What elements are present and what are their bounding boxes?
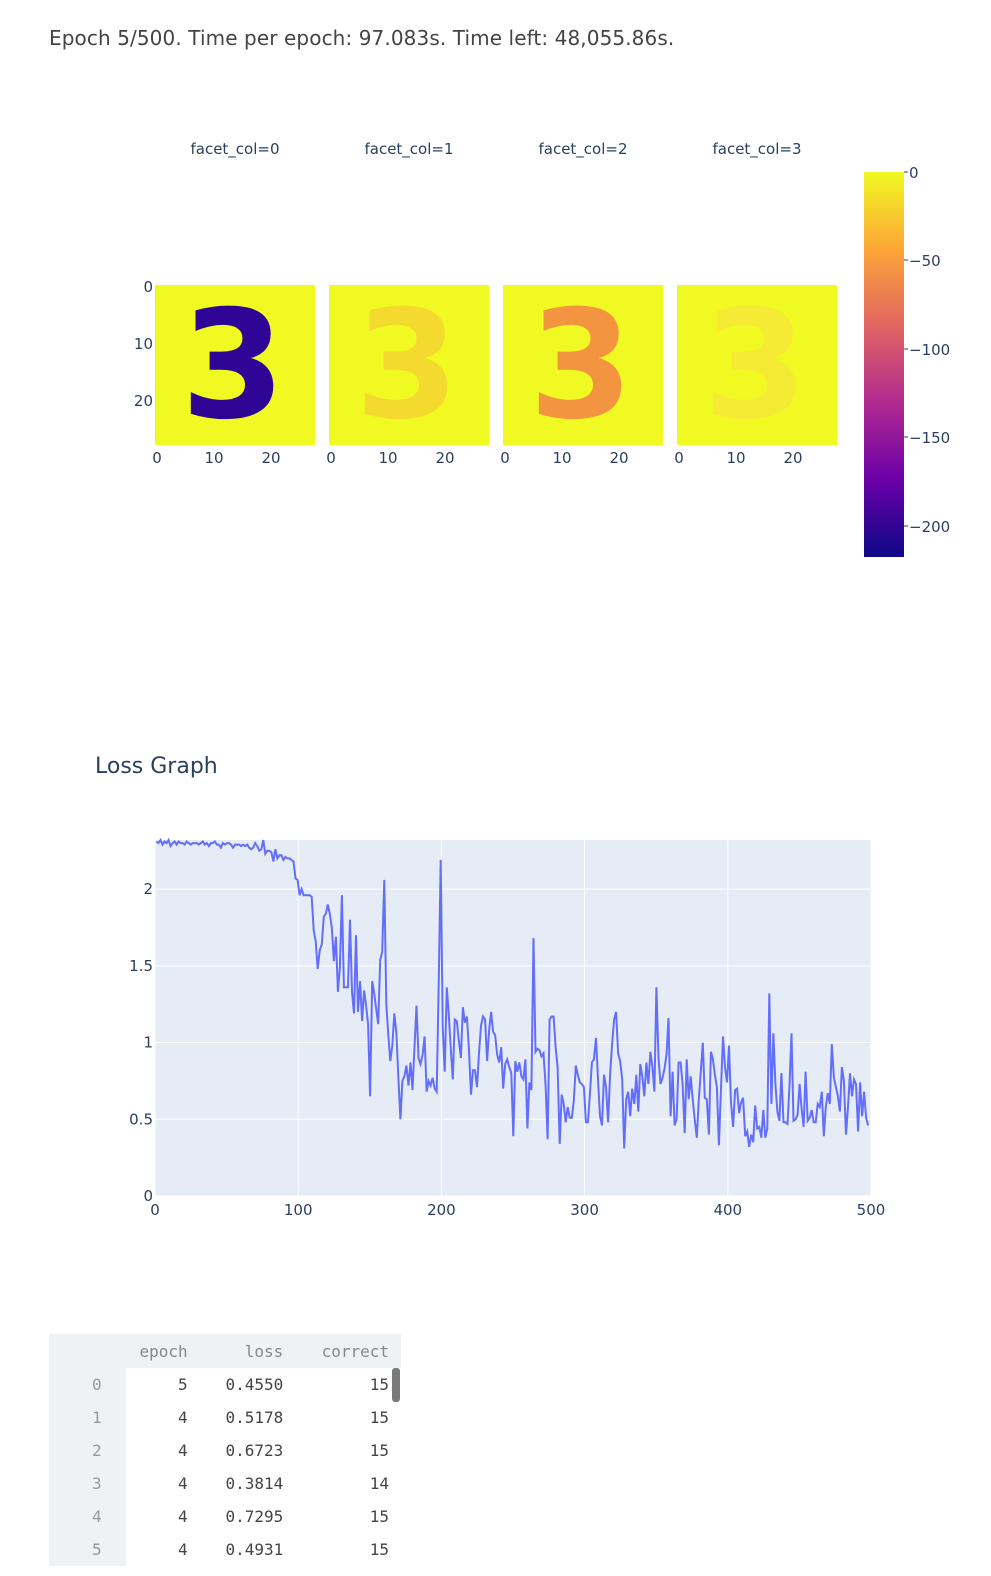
facet-title: facet_col=3	[712, 140, 801, 159]
loss-x-tick-label: 200	[427, 1201, 456, 1219]
loss-x-tick-label: 100	[284, 1201, 313, 1219]
colorbar-tick-label: −100	[909, 341, 950, 359]
facet-y-tick-label: 10	[134, 335, 153, 353]
row-index: 0	[49, 1368, 126, 1401]
table-scrollbar[interactable]	[392, 1368, 400, 1402]
facet-heatmap-panel	[155, 285, 315, 445]
cell-loss: 0.6723	[199, 1434, 296, 1467]
cell-correct: 15	[295, 1401, 401, 1434]
facet-heatmap-panel	[503, 285, 663, 445]
loss-plot-area	[155, 840, 871, 1196]
cell-epoch: 5	[125, 1368, 200, 1401]
facet-title: facet_col=2	[538, 140, 627, 159]
index-header	[49, 1334, 126, 1368]
loss-graph-title: Loss Graph	[95, 754, 218, 779]
facet-x-tick-label: 20	[609, 449, 628, 467]
loss-series-line	[155, 837, 870, 1149]
row-index: 1	[49, 1401, 126, 1434]
cell-loss: 0.3814	[199, 1467, 296, 1500]
cell-loss: 0.5178	[199, 1401, 296, 1434]
facet-digit-glyph: 3	[355, 279, 459, 453]
facet-heatmap-panel	[329, 285, 489, 445]
colorbar	[864, 172, 904, 557]
cell-correct: 15	[295, 1500, 401, 1533]
row-index: 2	[49, 1434, 126, 1467]
facet-x-tick-label: 10	[726, 449, 745, 467]
cell-epoch: 4	[125, 1401, 200, 1434]
results-table: epoch loss correct 0 5 0.4550 15 1 4 0.5…	[49, 1334, 401, 1566]
table-row: 3 4 0.3814 14	[49, 1467, 401, 1500]
row-index: 5	[49, 1533, 126, 1566]
table-row: 5 4 0.4931 15	[49, 1533, 401, 1566]
loss-x-tick-label: 0	[150, 1201, 160, 1219]
loss-y-tick-label: 0.5	[129, 1110, 153, 1128]
loss-x-tick-label: 300	[570, 1201, 599, 1219]
colorbar-tick-label: −200	[909, 518, 950, 536]
cell-epoch: 4	[125, 1467, 200, 1500]
cell-loss: 0.4931	[199, 1533, 296, 1566]
loss-x-tick-label: 500	[857, 1201, 886, 1219]
loss-graph-figure: Loss Graph 0 100 200 300 400 500 0 0.5 1 1.5 2	[95, 754, 886, 1219]
cell-correct: 15	[295, 1434, 401, 1467]
table-header-row: epoch loss correct	[49, 1334, 401, 1368]
column-header-epoch[interactable]: epoch	[125, 1334, 200, 1368]
colorbar-tick-label: −50	[909, 252, 941, 270]
facet-digit-glyph: 3	[703, 279, 807, 453]
facet-x-tick-label: 10	[378, 449, 397, 467]
colorbar-tick-label: 0	[909, 164, 919, 182]
facet-title: facet_col=0	[190, 140, 279, 159]
loss-y-tick-label: 1	[143, 1034, 153, 1052]
cell-loss: 0.4550	[199, 1368, 296, 1401]
facet-x-tick-label: 20	[435, 449, 454, 467]
facet-y-tick-label: 0	[143, 278, 153, 296]
facet-x-tick-label: 10	[552, 449, 571, 467]
facet-x-tick-label: 0	[500, 449, 510, 467]
loss-y-tick-label: 2	[143, 880, 153, 898]
cell-epoch: 4	[125, 1533, 200, 1566]
table-row: 0 5 0.4550 15	[49, 1368, 401, 1401]
table-row: 4 4 0.7295 15	[49, 1500, 401, 1533]
facet-heatmap-panel	[677, 285, 837, 445]
facet-x-tick-label: 0	[326, 449, 336, 467]
column-header-loss[interactable]: loss	[199, 1334, 296, 1368]
row-index: 4	[49, 1500, 126, 1533]
facet-digit-glyph: 3	[181, 279, 285, 453]
facet-y-tick-label: 20	[134, 392, 153, 410]
results-table-container: epoch loss correct 0 5 0.4550 15 1 4 0.5…	[49, 1334, 401, 1566]
cell-epoch: 4	[125, 1500, 200, 1533]
cell-correct: 15	[295, 1368, 401, 1401]
colorbar-tick-label: −150	[909, 429, 950, 447]
facet-x-tick-label: 0	[674, 449, 684, 467]
facet-digit-glyph: 3	[529, 279, 633, 453]
facet-x-tick-label: 0	[152, 449, 162, 467]
facet-x-tick-label: 20	[783, 449, 802, 467]
loss-y-tick-label: 0	[143, 1187, 153, 1205]
cell-correct: 15	[295, 1533, 401, 1566]
loss-x-tick-label: 400	[713, 1201, 742, 1219]
row-index: 3	[49, 1467, 126, 1500]
facet-title: facet_col=1	[364, 140, 453, 159]
facet-x-tick-label: 10	[204, 449, 223, 467]
column-header-correct[interactable]: correct	[295, 1334, 401, 1368]
table-row: 1 4 0.5178 15	[49, 1401, 401, 1434]
facet-heatmap-figure: facet_col=0 3 0 10 20 0 10 20 facet_col=1 3 0 10 20 f…	[134, 140, 950, 557]
cell-correct: 14	[295, 1467, 401, 1500]
facet-x-tick-label: 20	[261, 449, 280, 467]
loss-y-tick-label: 1.5	[129, 957, 153, 975]
epoch-status-text: Epoch 5/500. Time per epoch: 97.083s. Ti…	[49, 26, 675, 50]
cell-epoch: 4	[125, 1434, 200, 1467]
cell-loss: 0.7295	[199, 1500, 296, 1533]
table-row: 2 4 0.6723 15	[49, 1434, 401, 1467]
